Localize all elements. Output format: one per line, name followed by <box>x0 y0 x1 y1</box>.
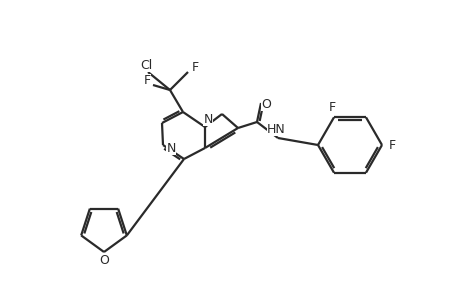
Text: F: F <box>328 101 335 114</box>
Text: O: O <box>261 98 270 110</box>
Text: Cl: Cl <box>140 58 152 71</box>
Text: F: F <box>143 74 150 86</box>
Text: N: N <box>203 112 212 125</box>
Text: O: O <box>99 254 109 266</box>
Text: N: N <box>166 142 175 154</box>
Text: F: F <box>387 139 395 152</box>
Text: HN: HN <box>266 122 285 136</box>
Text: F: F <box>191 61 198 74</box>
